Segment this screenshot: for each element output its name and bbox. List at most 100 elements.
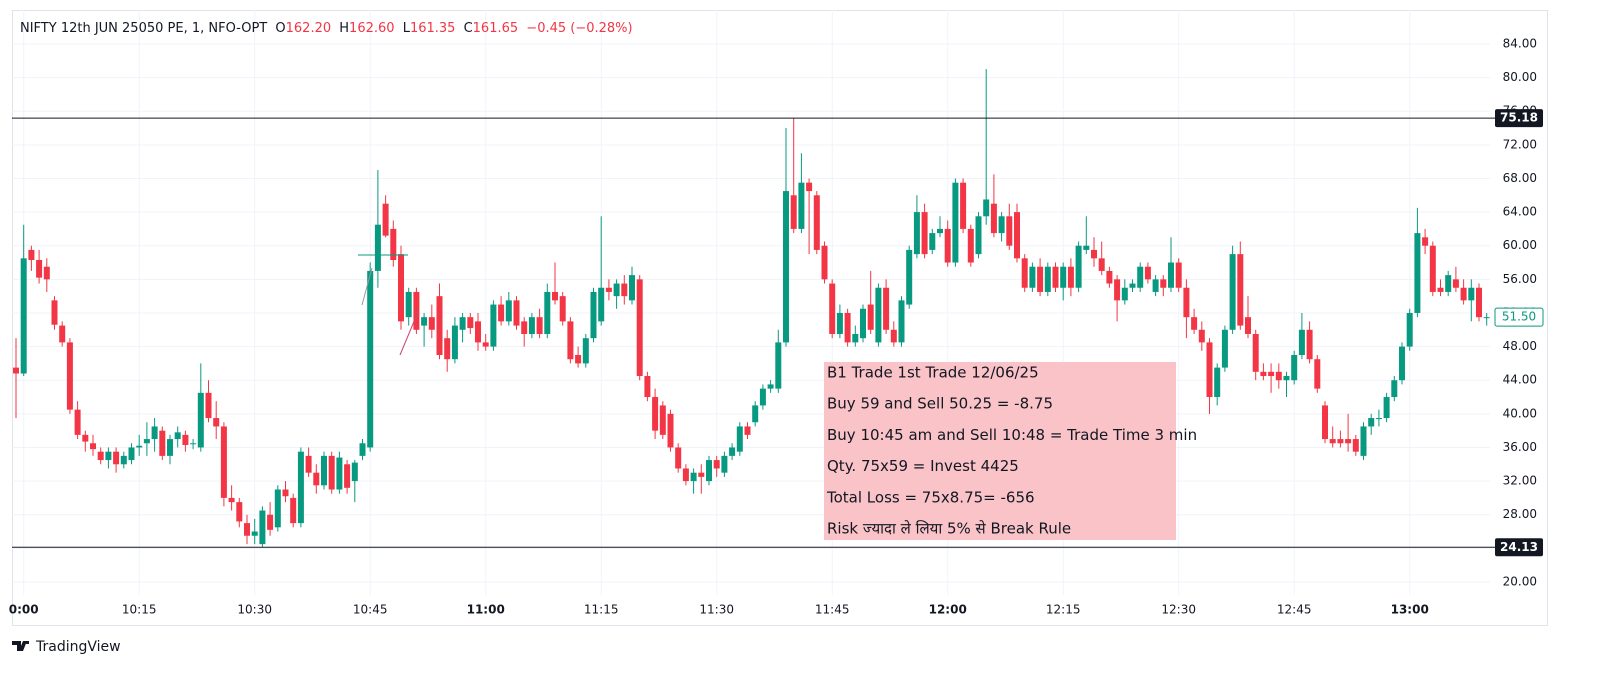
ohlc-label: L [403,21,411,36]
candle-body [1160,279,1167,288]
annotation-line: Buy 10:45 am and Sell 10:48 = Trade Time… [827,426,1197,444]
drawing-arrow [361,267,373,306]
candle-body [821,245,828,280]
candle-body [66,342,73,410]
candle-body [813,195,820,250]
candle-body [182,434,189,445]
candle-body [636,279,643,377]
candle-body [1368,418,1375,427]
y-tick-label: 72.00 [1503,137,1537,151]
candle-body [305,455,312,473]
symbol: NIFTY 12th JUN 25050 PE, 1, NFO-OPT [20,21,267,36]
candle-body [944,228,951,263]
candle-body [1206,342,1213,398]
candle-body [1114,279,1121,301]
candle-body [1175,262,1182,288]
candle-body [1137,266,1144,288]
x-tick-label: 12:45 [1277,603,1312,617]
candle-body [675,447,682,469]
candle-body [759,388,766,406]
candle-body [1083,245,1090,250]
candle-body [159,430,166,456]
candle-body [1037,266,1044,292]
candle-body [436,296,443,355]
candle-body [867,304,874,330]
candle-body [1306,329,1313,360]
candle-body [167,439,173,456]
candle-body [213,418,220,427]
candle-body [1275,371,1282,381]
candle-body [783,191,789,343]
candle-body [775,342,782,389]
candle-body [174,432,181,440]
candle-body [328,455,335,490]
candle-body [536,317,543,334]
y-tick-label: 32.00 [1503,474,1537,488]
x-tick-label: 10:45 [353,603,388,617]
candle-body [1476,287,1482,318]
y-tick-label: 68.00 [1503,171,1537,185]
candle-body [321,455,327,486]
brand-name: TradingView [35,639,121,655]
candle-body [13,367,19,374]
annotation-line: Total Loss = 75x8.75= -656 [826,488,1035,506]
candle-body [143,439,150,444]
candle-body [1168,262,1174,288]
candle-body [1067,266,1074,288]
candle-body [351,462,358,482]
candle-body [1121,287,1128,301]
candle-body [836,312,843,334]
candle-body [128,447,135,461]
candle-body [1468,287,1475,301]
ohlc-value: 161.65 [473,21,519,36]
candle-body [1098,258,1105,271]
candle-body [528,317,535,334]
candle-body [567,321,574,360]
candle-body [228,497,235,503]
brand-logo [12,641,29,651]
candle-body [590,291,597,339]
candle-body [259,510,266,545]
candle-body [282,489,289,497]
annotation-line: Buy 59 and Sell 50.25 = -8.75 [827,395,1053,413]
candle-body [629,275,635,301]
candle-body [197,392,204,448]
candle-body [890,329,897,343]
x-tick-label: 12:30 [1161,603,1196,617]
y-tick-label: 60.00 [1503,238,1537,252]
x-tick-label: 10:15 [122,603,157,617]
candle-body [136,445,143,448]
candle-body [1445,275,1452,292]
candle-body [120,455,127,465]
ohlc-value: 162.20 [286,21,332,36]
candle-body [190,443,197,445]
candle-body [713,460,720,469]
candle-body [1375,418,1382,420]
candle-body [1283,376,1290,381]
candle-body [336,457,343,490]
candle-body [20,258,27,374]
candle-body [1129,283,1136,288]
candle-body [251,531,258,536]
candle-body [313,472,320,486]
y-tick-label: 40.00 [1503,406,1537,420]
candle-body [1437,287,1444,292]
candle-body [960,182,967,229]
y-tick-label: 44.00 [1503,373,1537,387]
x-tick-label: 0:00 [9,603,39,617]
candle-body [51,300,58,325]
candle-body [1075,245,1082,288]
candle-body [405,291,412,318]
candle-body [1360,426,1367,456]
candle-body [1460,287,1467,301]
candle-body [967,228,974,263]
candle-body [1183,287,1190,318]
candle-body [1268,371,1275,377]
candle-body [467,317,474,329]
candle-body [367,270,374,448]
candle-body [844,312,851,343]
x-tick-label: 11:00 [467,603,505,617]
x-tick-label: 13:00 [1391,603,1429,617]
